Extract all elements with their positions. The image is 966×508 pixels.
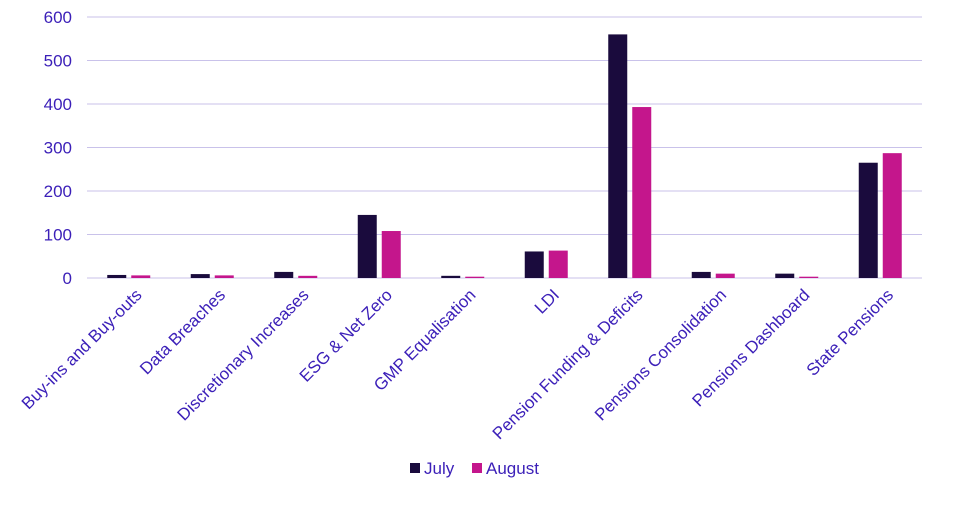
y-tick-label: 100	[44, 226, 72, 245]
bar-august-6	[548, 250, 568, 278]
y-tick-label: 300	[44, 139, 72, 158]
legend: July August	[410, 459, 539, 478]
bar-july-6	[524, 251, 544, 278]
legend-swatch-july	[410, 463, 420, 473]
bar-july-5	[441, 275, 461, 278]
bar-august-4	[381, 231, 401, 278]
bar-august-5	[465, 276, 485, 278]
bar-august-1	[131, 275, 151, 278]
y-tick-label: 600	[44, 8, 72, 27]
x-category-label: State Pensions	[803, 285, 897, 379]
x-category-label: Pension Funding & Deficits	[489, 285, 647, 443]
y-tick-label: 200	[44, 182, 72, 201]
bar-august-3	[298, 275, 318, 278]
bar-july-1	[107, 274, 127, 278]
bar-august-9	[799, 276, 819, 278]
bar-july-3	[274, 271, 294, 278]
bar-july-8	[691, 271, 711, 278]
bar-august-10	[882, 153, 902, 278]
bar-july-10	[858, 162, 878, 278]
legend-label-august: August	[486, 459, 539, 478]
bar-july-9	[775, 273, 795, 278]
bar-august-2	[214, 275, 234, 278]
bar-july-4	[357, 214, 377, 278]
y-tick-label: 0	[63, 269, 72, 288]
bars	[107, 34, 902, 279]
bar-august-7	[632, 107, 652, 278]
legend-swatch-august	[472, 463, 482, 473]
y-tick-label: 500	[44, 52, 72, 71]
gridlines	[87, 16, 922, 279]
y-tick-label: 400	[44, 95, 72, 114]
bar-july-2	[190, 274, 210, 278]
x-category-label: LDI	[531, 285, 563, 317]
legend-label-july: July	[424, 459, 455, 478]
bar-august-8	[715, 273, 735, 278]
x-category-label: Buy-ins and Buy-outs	[18, 285, 146, 413]
x-category-label: Data Breaches	[136, 285, 229, 378]
bar-july-7	[608, 34, 628, 279]
y-axis-tick-labels: 0 100 200 300 400 500 600	[44, 8, 72, 288]
